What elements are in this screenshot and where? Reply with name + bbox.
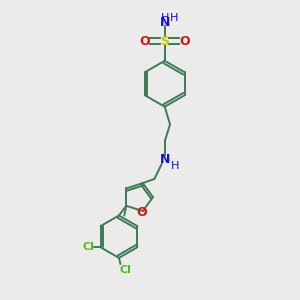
Text: O: O [140, 34, 150, 48]
Text: H: H [171, 161, 179, 171]
Text: N: N [160, 153, 170, 166]
Text: O: O [179, 34, 190, 48]
Text: O: O [136, 206, 147, 219]
Text: Cl: Cl [119, 265, 131, 275]
Text: Cl: Cl [82, 242, 94, 252]
Text: H: H [160, 13, 169, 22]
Text: N: N [160, 16, 170, 29]
Text: H: H [170, 13, 178, 22]
Text: S: S [160, 34, 169, 48]
